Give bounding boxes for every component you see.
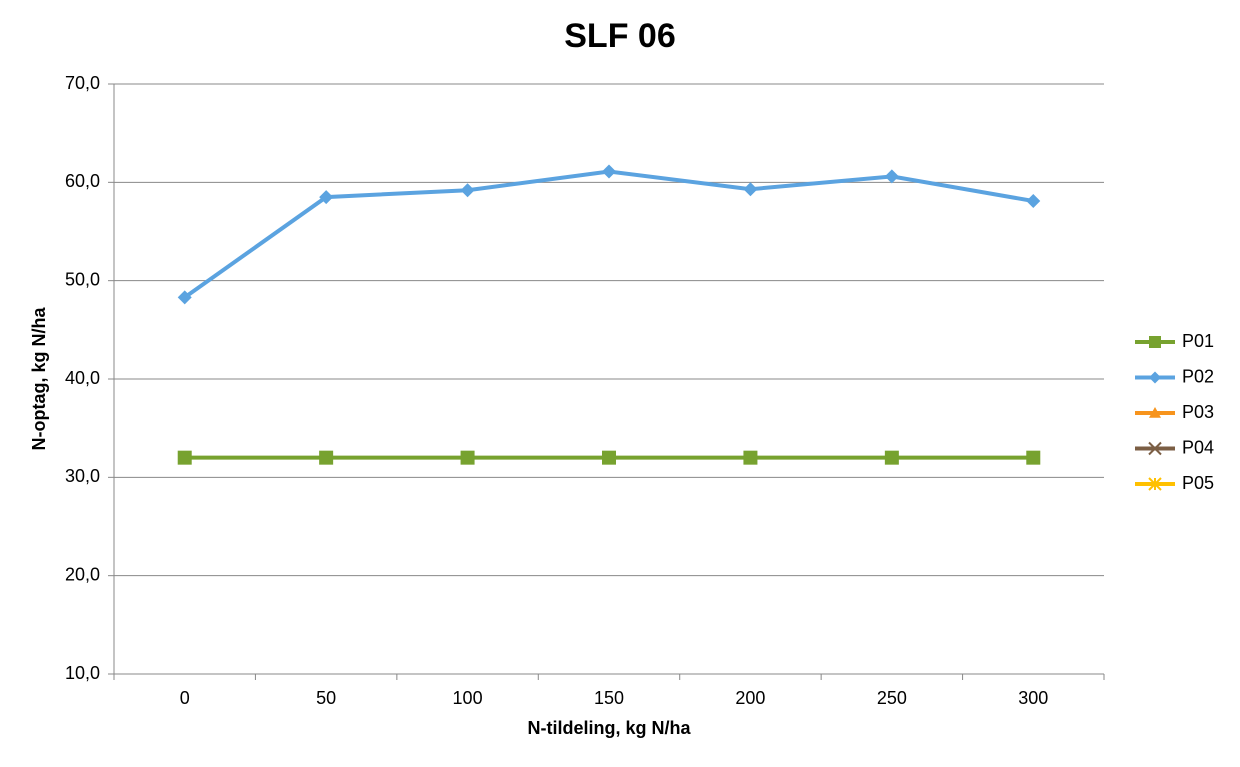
marker xyxy=(743,182,758,197)
marker xyxy=(177,450,192,465)
x-tick-label: 0 xyxy=(180,688,190,708)
marker xyxy=(1148,477,1162,491)
x-tick-label: 100 xyxy=(453,688,483,708)
y-tick-label: 60,0 xyxy=(65,171,100,191)
y-tick-label: 40,0 xyxy=(65,368,100,388)
marker xyxy=(1026,194,1041,209)
marker xyxy=(602,164,616,179)
chart-title: SLF 06 xyxy=(564,17,675,55)
x-tick-label: 50 xyxy=(316,688,336,708)
x-tick-label: 300 xyxy=(1018,688,1048,708)
y-tick-label: 70,0 xyxy=(65,73,100,93)
marker xyxy=(460,450,475,465)
y-tick-label: 50,0 xyxy=(65,269,100,289)
marker xyxy=(884,169,899,184)
legend-label: P02 xyxy=(1182,366,1214,386)
legend-label: P05 xyxy=(1182,473,1214,493)
y-axis-title: N-optag, kg N/ha xyxy=(29,307,49,451)
marker xyxy=(1026,450,1041,465)
y-tick-label: 30,0 xyxy=(65,466,100,486)
marker xyxy=(884,450,899,465)
marker xyxy=(602,450,616,465)
marker xyxy=(1149,371,1161,384)
marker xyxy=(1149,407,1161,418)
series xyxy=(177,450,1041,465)
y-tick-label: 20,0 xyxy=(65,564,100,584)
legend-label: P04 xyxy=(1182,437,1214,457)
x-tick-label: 200 xyxy=(735,688,765,708)
y-tick-label: 10,0 xyxy=(65,663,100,683)
marker xyxy=(319,450,334,465)
marker xyxy=(460,183,475,198)
marker xyxy=(177,290,192,305)
marker xyxy=(1149,336,1161,348)
marker xyxy=(319,190,334,205)
legend-label: P01 xyxy=(1182,331,1214,351)
legend-label: P03 xyxy=(1182,402,1214,422)
x-axis-title: N-tildeling, kg N/ha xyxy=(527,718,691,738)
series-line xyxy=(183,169,1034,300)
series xyxy=(177,164,1041,305)
x-tick-label: 150 xyxy=(594,688,624,708)
marker xyxy=(1148,441,1162,456)
marker xyxy=(743,450,758,465)
x-tick-label: 250 xyxy=(877,688,907,708)
